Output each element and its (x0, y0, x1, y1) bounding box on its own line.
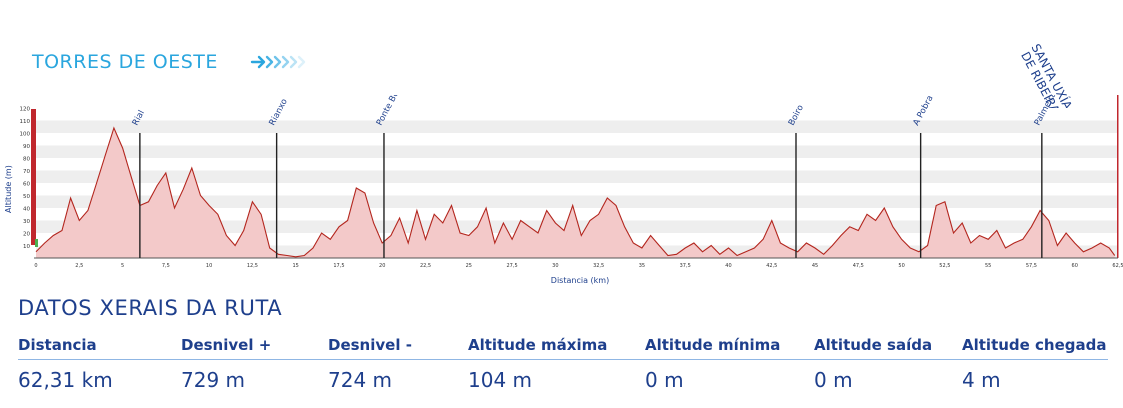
x-tick-label: 2,5 (75, 263, 83, 269)
route-start-label: TORRES DE OESTE (32, 51, 218, 73)
y-tick-label: 70 (23, 169, 30, 175)
x-tick-label: 40 (725, 263, 731, 269)
start-marker-green (35, 239, 38, 247)
stat-label-start-altitude: Altitude saída (814, 336, 933, 354)
x-tick-label: 57,5 (1026, 263, 1037, 269)
x-tick-label: 52,5 (939, 263, 950, 269)
x-tick-label: 47,5 (853, 263, 864, 269)
stat-value-max-altitude: 104 m (468, 368, 533, 392)
y-tick-label: 20 (23, 232, 30, 238)
x-axis-label: Distancia (km) (551, 276, 609, 285)
grid-band (36, 208, 1118, 221)
grid-band (36, 183, 1118, 196)
y-tick-label: 10 (23, 244, 30, 250)
x-tick-label: 30 (552, 263, 558, 269)
stats-divider (18, 359, 1108, 360)
x-tick-label: 55 (985, 263, 991, 269)
grid-band (36, 120, 1118, 133)
x-tick-label: 62,5 (1112, 263, 1123, 269)
x-tick-label: 37,5 (680, 263, 691, 269)
stat-value-end-altitude: 4 m (962, 368, 1001, 392)
x-tick-label: 50 (898, 263, 904, 269)
x-tick-label: 22,5 (420, 263, 431, 269)
y-tick-label: 30 (23, 219, 30, 225)
y-tick-label: 80 (23, 157, 30, 163)
y-tick-label: 60 (23, 182, 30, 188)
x-tick-label: 20 (379, 263, 385, 269)
double-chevron-arrows-icon (250, 55, 306, 69)
x-tick-label: 10 (206, 263, 212, 269)
y-tick-label: 40 (23, 207, 30, 213)
x-tick-label: 7,5 (162, 263, 170, 269)
stats-title: DATOS XERAIS DA RUTA (18, 296, 283, 320)
x-tick-label: 35 (639, 263, 645, 269)
stat-value-min-altitude: 0 m (645, 368, 684, 392)
x-tick-label: 25 (466, 263, 472, 269)
stat-label-end-altitude: Altitude chegada (962, 336, 1107, 354)
x-tick-label: 5 (121, 263, 124, 269)
chart-grid (36, 108, 1118, 258)
y-tick-label: 110 (20, 119, 31, 125)
x-tick-label: 42,5 (766, 263, 777, 269)
stat-label-max-altitude: Altitude máxima (468, 336, 608, 354)
x-tick-label: 60 (1072, 263, 1078, 269)
end-marker-bar (1117, 95, 1119, 258)
grid-band (36, 158, 1118, 171)
x-tick-label: 45 (812, 263, 818, 269)
x-tick-label: 27,5 (507, 263, 518, 269)
x-tick-label: 12,5 (247, 263, 258, 269)
elevation-line (35, 126, 1116, 258)
grid-band (36, 195, 1118, 208)
stat-label-descent: Desnivel - (328, 336, 412, 354)
y-tick-label: 120 (20, 107, 31, 113)
elevation-area (36, 128, 1115, 258)
x-tick-label: 17,5 (333, 263, 344, 269)
grid-band (36, 133, 1118, 146)
stat-value-distance: 62,31 km (18, 368, 113, 392)
y-axis-label: Altitude (m) (4, 165, 13, 213)
x-tick-label: 15 (292, 263, 298, 269)
stat-value-ascent: 729 m (181, 368, 246, 392)
start-marker-bar (31, 109, 36, 245)
stat-value-descent: 724 m (328, 368, 393, 392)
y-tick-label: 90 (23, 144, 30, 150)
y-tick-label: 100 (20, 132, 31, 138)
grid-band (36, 170, 1118, 183)
stat-label-min-altitude: Altitude mínima (645, 336, 781, 354)
grid-band (36, 108, 1118, 121)
x-tick-label: 32,5 (593, 263, 604, 269)
y-tick-label: 50 (23, 194, 30, 200)
stat-label-distance: Distancia (18, 336, 97, 354)
x-tick-label: 0 (34, 263, 37, 269)
stat-label-ascent: Desnivel + (181, 336, 272, 354)
grid-band (36, 145, 1118, 158)
stat-value-start-altitude: 0 m (814, 368, 853, 392)
